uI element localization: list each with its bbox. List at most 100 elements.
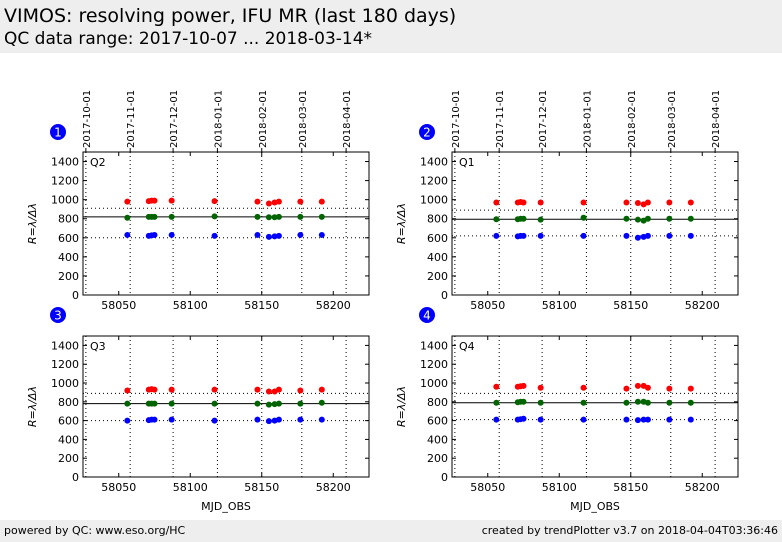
data-point-red	[580, 199, 587, 206]
y-tick-label: 1200	[420, 175, 448, 188]
data-point-green	[265, 214, 272, 221]
x-tick-label: 58050	[470, 481, 505, 494]
x-tick-label: 58200	[316, 299, 351, 312]
page-subtitle: QC data range: 2017-10-07 ... 2018-03-14…	[4, 29, 373, 49]
data-point-red	[520, 382, 527, 389]
data-point-green	[318, 399, 325, 406]
data-point-blue	[580, 416, 587, 423]
data-point-green	[493, 399, 500, 406]
date-tick-label: 2018-02-01	[258, 90, 269, 148]
data-point-blue	[318, 231, 325, 238]
data-point-green	[168, 400, 175, 407]
y-axis-label: R=λ/Δλ	[26, 386, 39, 427]
data-point-green	[254, 400, 261, 407]
page-title: VIMOS: resolving power, IFU MR (last 180…	[4, 5, 457, 27]
y-tick-label: 1400	[420, 339, 448, 352]
data-point-blue	[687, 416, 694, 423]
y-tick-label: 200	[427, 270, 448, 283]
panel-number-badge	[50, 124, 66, 140]
data-point-red	[318, 198, 325, 205]
x-tick-label: 58100	[173, 299, 208, 312]
y-axis-label: R=λ/Δλ	[395, 386, 408, 427]
data-point-green	[687, 215, 694, 222]
data-point-red	[275, 198, 282, 205]
y-tick-label: 600	[427, 232, 448, 245]
data-point-blue	[275, 416, 282, 423]
y-tick-label: 200	[58, 452, 79, 465]
y-tick-label: 1000	[420, 194, 448, 207]
date-tick-label: 2017-12-01	[538, 90, 549, 148]
date-tick-label: 2017-11-01	[126, 90, 137, 148]
x-tick-label: 58050	[101, 481, 136, 494]
y-axis-label: R=λ/Δλ	[395, 203, 408, 244]
data-point-red	[666, 385, 673, 392]
data-point-green	[124, 400, 131, 407]
quadrant-label: Q1	[459, 156, 475, 169]
x-axis-label: MJD_OBS	[201, 500, 251, 513]
data-point-red	[151, 197, 158, 204]
x-tick-label: 58050	[470, 299, 505, 312]
panel-number-label: 4	[423, 309, 431, 323]
date-tick-label: 2018-01-01	[582, 90, 593, 148]
y-tick-label: 1400	[51, 156, 79, 169]
x-tick-label: 58200	[685, 481, 720, 494]
data-point-blue	[580, 232, 587, 239]
x-tick-label: 58100	[173, 481, 208, 494]
chart-grid: 0 200 400 600 800 1000 1200 1400 58050 58100 58150…	[26, 90, 739, 513]
y-tick-label: 400	[58, 251, 79, 264]
data-point-red	[124, 198, 131, 205]
data-point-green	[623, 399, 630, 406]
data-point-blue	[537, 416, 544, 423]
plot-frame	[82, 335, 370, 478]
data-point-blue	[297, 416, 304, 423]
chart-panel-3: 0 200 400 600 800 1000 1200 1400 58050 58100 58150…	[26, 307, 370, 513]
x-tick-label: 58150	[244, 481, 279, 494]
data-point-blue	[537, 232, 544, 239]
y-tick-label: 0	[441, 289, 448, 302]
data-point-blue	[168, 231, 175, 238]
data-point-red	[254, 198, 261, 205]
data-point-green	[537, 399, 544, 406]
date-tick-label: 2017-10-01	[82, 90, 93, 148]
y-tick-label: 800	[58, 213, 79, 226]
data-point-blue	[623, 232, 630, 239]
data-point-red	[493, 383, 500, 390]
chart-panel-4: 0 200 400 600 800 1000 1200 1400 58050 58100 58150…	[395, 307, 739, 513]
data-point-green	[124, 214, 131, 221]
footer-credit: powered by QC: www.eso.org/HC	[4, 524, 186, 537]
quadrant-label: Q4	[459, 340, 475, 353]
y-tick-label: 400	[427, 251, 448, 264]
data-point-blue	[644, 416, 651, 423]
data-point-green	[318, 213, 325, 220]
data-point-red	[265, 388, 272, 395]
data-point-green	[623, 215, 630, 222]
data-point-green	[493, 216, 500, 223]
panel-number-badge	[50, 307, 66, 323]
data-point-green	[687, 399, 694, 406]
y-tick-label: 200	[58, 270, 79, 283]
y-tick-label: 600	[427, 415, 448, 428]
date-tick-label: 2017-10-01	[451, 90, 462, 148]
data-point-red	[493, 199, 500, 206]
panel-number-label: 3	[54, 309, 62, 323]
data-point-blue	[151, 231, 158, 238]
data-point-red	[211, 198, 218, 205]
y-tick-label: 0	[441, 471, 448, 484]
data-point-red	[265, 200, 272, 207]
data-point-green	[520, 215, 527, 222]
data-point-blue	[687, 232, 694, 239]
data-point-blue	[265, 233, 272, 240]
y-tick-label: 800	[58, 396, 79, 409]
x-tick-label: 58100	[542, 481, 577, 494]
data-point-red	[297, 387, 304, 394]
data-point-blue	[520, 232, 527, 239]
y-tick-label: 1400	[51, 339, 79, 352]
quadrant-label: Q2	[90, 156, 106, 169]
data-point-blue	[265, 418, 272, 425]
data-point-blue	[318, 416, 325, 423]
y-tick-label: 1200	[51, 358, 79, 371]
x-tick-label: 58200	[685, 299, 720, 312]
data-point-blue	[168, 416, 175, 423]
x-tick-label: 58150	[613, 299, 648, 312]
x-tick-label: 58150	[244, 299, 279, 312]
